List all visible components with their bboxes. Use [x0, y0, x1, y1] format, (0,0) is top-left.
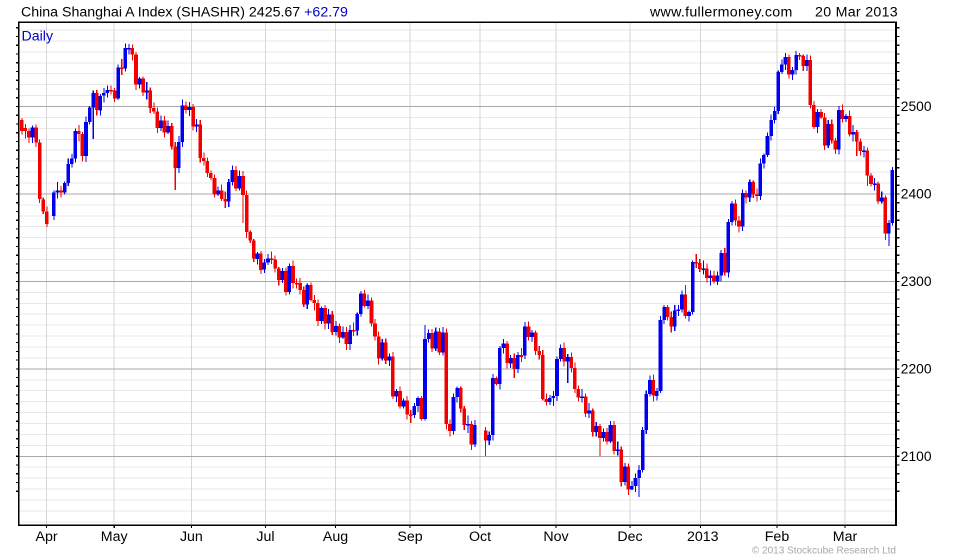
svg-text:20 Mar 2013: 20 Mar 2013: [815, 5, 898, 21]
svg-text:2013: 2013: [687, 529, 719, 545]
svg-text:Daily: Daily: [22, 28, 54, 44]
svg-text:2300: 2300: [901, 274, 932, 289]
svg-text:Apr: Apr: [36, 529, 58, 545]
svg-text:Dec: Dec: [617, 529, 642, 545]
svg-text:www.fullermoney.com: www.fullermoney.com: [649, 5, 793, 21]
svg-text:Sep: Sep: [397, 529, 422, 545]
svg-text:Aug: Aug: [323, 529, 348, 545]
svg-text:2500: 2500: [901, 99, 932, 114]
svg-text:Oct: Oct: [469, 529, 491, 545]
svg-text:Jun: Jun: [180, 529, 203, 545]
svg-text:China Shanghai A Index (SHASHR: China Shanghai A Index (SHASHR) 2425.67 …: [21, 5, 348, 21]
svg-text:Jul: Jul: [256, 529, 274, 545]
svg-text:Feb: Feb: [765, 529, 790, 545]
svg-text:2400: 2400: [901, 187, 932, 202]
svg-text:2200: 2200: [901, 362, 932, 377]
svg-text:Nov: Nov: [543, 529, 569, 545]
svg-text:© 2013 Stockcube Research Ltd: © 2013 Stockcube Research Ltd: [752, 545, 896, 556]
svg-text:May: May: [101, 529, 129, 545]
svg-text:2100: 2100: [901, 449, 932, 464]
svg-text:Mar: Mar: [833, 529, 858, 545]
